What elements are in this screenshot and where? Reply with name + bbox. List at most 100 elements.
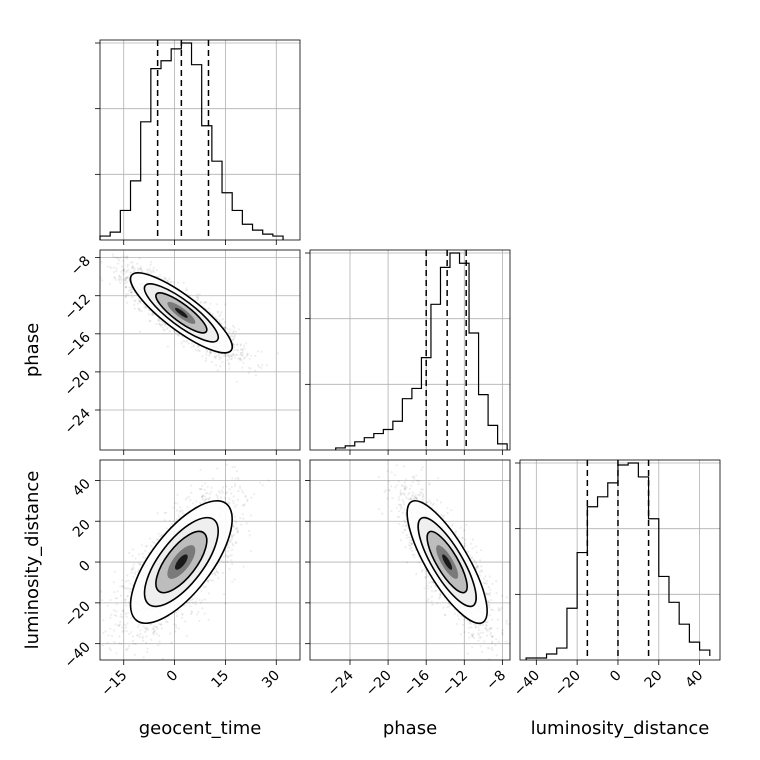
scatter-point	[152, 633, 155, 636]
scatter-point	[258, 365, 261, 369]
scatter-point	[198, 487, 201, 490]
scatter-point	[233, 343, 236, 346]
scatter-point	[125, 580, 128, 583]
scatter-point	[244, 495, 247, 498]
scatter-point	[155, 269, 158, 272]
scatter-point	[186, 506, 189, 509]
scatter-point	[242, 565, 245, 568]
scatter-point	[125, 280, 128, 284]
scatter-point	[174, 626, 178, 629]
scatter-point	[243, 347, 246, 350]
scatter-point	[232, 337, 235, 340]
scatter-point	[137, 553, 140, 556]
scatter-point	[228, 502, 231, 505]
scatter-point	[169, 632, 172, 635]
scatter-point	[128, 551, 131, 555]
scatter-point	[115, 267, 118, 270]
scatter-point	[141, 635, 144, 638]
scatter-point	[157, 318, 160, 321]
scatter-point	[237, 357, 240, 360]
scatter-point	[153, 629, 156, 632]
scatter-point	[125, 271, 128, 274]
scatter-point	[113, 591, 116, 594]
scatter-point	[201, 484, 204, 487]
scatter-point	[124, 286, 127, 289]
scatter-point	[214, 355, 217, 358]
density-contour	[174, 307, 188, 318]
scatter-point	[236, 476, 239, 479]
scatter-point	[216, 467, 219, 470]
scatter-point	[228, 541, 231, 544]
scatter-point	[218, 355, 221, 359]
scatter-point	[163, 276, 166, 279]
scatter-point	[218, 358, 221, 361]
scatter-point	[172, 281, 175, 284]
scatter-point	[127, 601, 131, 604]
scatter-point	[242, 351, 245, 354]
scatter-point	[233, 465, 236, 468]
scatter-point	[132, 567, 135, 570]
scatter-point	[131, 548, 134, 551]
scatter-point	[191, 601, 194, 604]
scatter-point	[124, 279, 127, 282]
scatter-point	[126, 255, 129, 258]
scatter-point	[137, 634, 140, 637]
scatter-point	[200, 495, 204, 499]
scatter-point	[157, 634, 161, 637]
scatter-point	[241, 353, 244, 356]
scatter-point	[218, 315, 221, 318]
scatter-point	[153, 541, 156, 545]
scatter-point	[239, 357, 242, 361]
scatter-point	[215, 570, 219, 573]
scatter-point	[151, 541, 154, 544]
scatter-point	[232, 500, 235, 503]
scatter-point	[232, 329, 235, 332]
scatter-point	[134, 571, 137, 574]
scatter-point	[137, 624, 140, 627]
scatter-point	[125, 648, 128, 651]
scatter-point	[160, 623, 163, 626]
scatter-point	[125, 604, 128, 607]
scatter-point	[197, 345, 201, 348]
scatter-point	[122, 586, 125, 589]
panel-content	[100, 253, 280, 383]
scatter-point	[209, 352, 212, 355]
scatter-point	[115, 610, 118, 613]
scatter-point	[234, 515, 237, 519]
scatter-point	[208, 496, 211, 499]
scatter-point	[211, 312, 214, 315]
scatter-point	[130, 567, 133, 571]
scatter-point	[126, 263, 130, 266]
scatter-point	[199, 501, 202, 504]
scatter-point	[225, 554, 228, 557]
scatter-point	[204, 492, 207, 495]
scatter-point	[201, 607, 204, 610]
scatter-point	[137, 298, 140, 301]
scatter-point	[138, 309, 141, 312]
scatter-point	[235, 380, 238, 383]
scatter-point	[161, 326, 164, 329]
scatter-point	[214, 316, 217, 319]
scatter-point	[224, 354, 227, 357]
scatter-point	[214, 574, 217, 577]
scatter-point	[131, 261, 134, 264]
scatter-point	[145, 635, 148, 638]
scatter-point	[160, 623, 163, 626]
scatter-point	[132, 575, 135, 579]
scatter-point	[220, 489, 223, 492]
scatter-point	[206, 497, 209, 500]
scatter-point	[199, 488, 202, 491]
scatter-point	[240, 359, 243, 362]
scatter-point	[118, 624, 121, 628]
scatter-point	[250, 496, 253, 499]
scatter-point	[149, 263, 152, 266]
scatter-point	[231, 542, 234, 545]
scatter-point	[163, 519, 166, 522]
scatter-point	[116, 590, 119, 593]
scatter-point	[226, 327, 229, 330]
scatter-point	[254, 369, 257, 372]
scatter-point	[125, 615, 128, 618]
scatter-point	[124, 626, 127, 629]
scatter-point	[214, 352, 217, 355]
scatter-point	[126, 276, 129, 279]
